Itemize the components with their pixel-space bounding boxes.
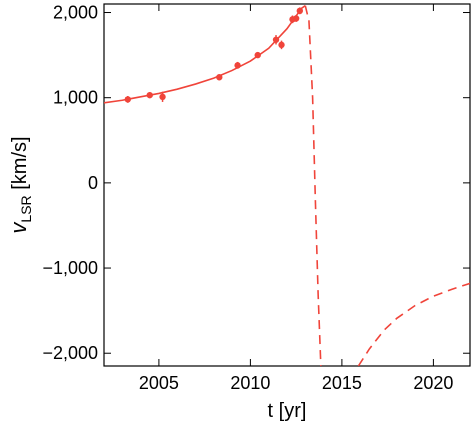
plot-area xyxy=(103,3,471,367)
data-point xyxy=(159,93,166,101)
plot-frame xyxy=(103,3,471,367)
data-layer xyxy=(104,5,470,366)
y-tick-label: 1,000 xyxy=(53,88,98,108)
axis-ticks: 2005 2010 2015 2020 2,000 1,000 0 −1,000 −2,000 xyxy=(42,3,470,393)
data-point xyxy=(278,41,285,49)
y-tick-label: 2,000 xyxy=(53,3,98,23)
x-tick-label: 2015 xyxy=(322,373,362,393)
y-tick-label: −2,000 xyxy=(42,343,98,363)
fit-curve-dashed xyxy=(304,5,322,366)
y-axis-title-sub: LSR xyxy=(18,195,34,222)
y-axis-title-var: v xyxy=(6,221,31,234)
y-tick-label: 0 xyxy=(88,173,98,193)
y-tick-label: −1,000 xyxy=(42,258,98,278)
x-tick-label: 2020 xyxy=(413,373,453,393)
fit-curve-solid xyxy=(104,5,306,104)
x-axis-title: t [yr] xyxy=(268,400,307,422)
y-axis-title-unit: [km/s] xyxy=(9,136,31,195)
x-tick-label: 2005 xyxy=(139,373,179,393)
y-axis-title: vLSR [km/s] xyxy=(6,136,34,233)
x-tick-label: 2010 xyxy=(230,373,270,393)
fit-curve-dashed xyxy=(357,282,470,366)
